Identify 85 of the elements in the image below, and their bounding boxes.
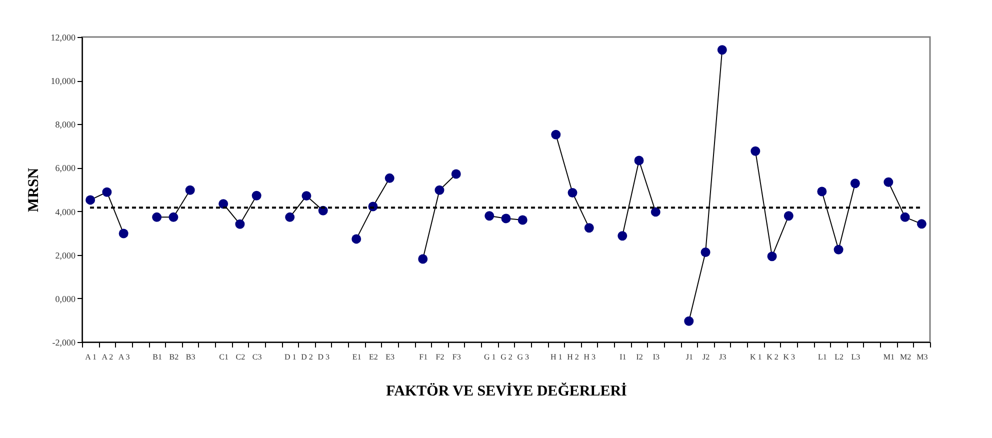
y-tick-label: -2,000	[52, 338, 76, 348]
point	[418, 254, 428, 264]
point	[102, 187, 112, 197]
x-tick-label: B3	[186, 352, 196, 362]
x-tick-label: G 2	[500, 352, 512, 362]
point	[551, 130, 561, 140]
x-tick-label: K 3	[783, 352, 796, 362]
point	[850, 178, 860, 188]
point	[817, 186, 827, 196]
point	[302, 191, 312, 201]
point	[484, 211, 494, 221]
x-tick-label: E2	[369, 352, 378, 362]
x-tick-label: K 1	[750, 352, 762, 362]
x-tick-label: I2	[636, 352, 643, 362]
x-tick-label: M3	[916, 352, 928, 362]
point	[285, 212, 295, 222]
y-tick-label: 4,000	[55, 206, 76, 217]
point	[568, 188, 578, 198]
point	[634, 156, 644, 166]
x-tick-label: K 2	[766, 352, 778, 362]
x-tick-label: M2	[900, 352, 912, 362]
x-tick-label: A 2	[102, 352, 114, 362]
point	[750, 146, 760, 156]
point	[168, 212, 178, 222]
point	[684, 316, 694, 326]
x-tick-label: D 1	[284, 352, 296, 362]
point	[700, 248, 710, 257]
point	[384, 173, 394, 183]
x-tick-label: B2	[169, 352, 179, 362]
x-tick-label: C3	[252, 352, 262, 362]
y-tick-label: 6,000	[55, 163, 76, 174]
y-tick-label: 2,000	[55, 250, 76, 260]
x-tick-label: J3	[719, 352, 726, 362]
x-tick-label: B1	[152, 352, 162, 362]
x-tick-label: E1	[352, 352, 362, 362]
point	[784, 211, 794, 221]
x-tick-label: J2	[702, 352, 710, 362]
x-tick-label: F2	[436, 352, 444, 362]
point	[717, 45, 727, 55]
x-tick-label: C1	[219, 352, 229, 362]
x-tick-label: A 3	[118, 352, 130, 362]
x-tick-label: D 2	[301, 352, 313, 362]
x-tick-label: M1	[883, 352, 894, 362]
point	[650, 207, 660, 217]
point	[451, 169, 461, 179]
point	[235, 219, 245, 229]
x-tick-label: H 2	[567, 352, 579, 362]
x-axis-title: FAKTÖR VE SEVİYE DEĞERLERİ	[386, 382, 628, 400]
x-tick-label: L1	[818, 352, 827, 362]
point	[152, 212, 162, 222]
point	[518, 215, 528, 225]
x-tick-label: L2	[834, 352, 844, 362]
x-tick-label: I3	[652, 352, 660, 362]
x-tick-label: L3	[851, 352, 860, 362]
x-tick-label: A 1	[85, 352, 96, 362]
point	[900, 212, 910, 222]
y-tick-label: 0,000	[55, 294, 76, 304]
point	[118, 228, 128, 238]
point	[252, 190, 262, 200]
point	[185, 185, 195, 195]
y-tick-label: 8,000	[55, 120, 76, 130]
x-tick-label: H 3	[584, 352, 596, 362]
y-tick-label: 10,000	[50, 76, 76, 86]
point	[834, 244, 844, 254]
x-tick-label: F1	[419, 352, 428, 362]
point	[501, 214, 511, 224]
point	[584, 223, 594, 233]
x-tick-label: G 1	[484, 352, 496, 362]
point	[884, 177, 894, 187]
x-tick-label: C2	[236, 352, 246, 362]
x-tick-label: J1	[686, 352, 693, 362]
point	[916, 219, 926, 229]
point	[434, 185, 444, 195]
x-tick-label: E3	[386, 352, 395, 362]
point	[352, 234, 362, 244]
x-tick-label: G 3	[517, 352, 530, 362]
y-axis-title: MRSN	[26, 168, 42, 212]
x-tick-label: D 3	[318, 352, 330, 362]
x-tick-label: H 1	[550, 352, 562, 362]
y-tick-label: 12,000	[50, 32, 76, 42]
point	[767, 252, 777, 262]
x-tick-label: I1	[620, 352, 626, 362]
point	[618, 231, 628, 241]
x-tick-label: F3	[452, 352, 461, 362]
point	[86, 195, 96, 205]
